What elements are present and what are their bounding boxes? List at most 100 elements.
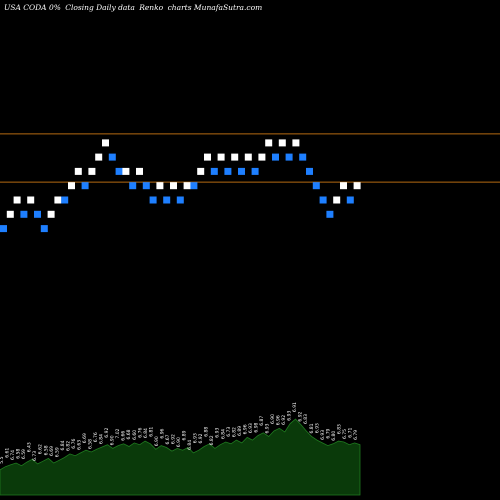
renko-down-brick: [312, 182, 320, 190]
renko-up-brick: [278, 139, 286, 147]
volume-label: 5.5: [0, 456, 5, 463]
renko-down-brick: [115, 167, 123, 175]
volume-label: 6.90: [176, 437, 182, 447]
renko-down-brick: [142, 182, 150, 190]
volume-label: 7.02: [115, 428, 121, 438]
renko-up-brick: [265, 139, 273, 147]
volume-label: 6.73: [226, 427, 232, 437]
renko-up-brick: [340, 182, 347, 190]
volume-label: 6.84: [220, 429, 226, 439]
renko-down-brick: [238, 167, 245, 175]
renko-up-brick: [333, 196, 341, 204]
renko-up-brick: [197, 167, 205, 175]
volume-label: 6.93: [193, 433, 199, 443]
renko-up-brick: [6, 210, 14, 218]
renko-up-brick: [47, 210, 55, 218]
volume-label: 6.59: [54, 447, 60, 457]
renko-down-brick: [20, 210, 28, 218]
volume-label: 6.93: [215, 428, 221, 438]
renko-down-brick: [326, 210, 334, 218]
volume-label: 6.92: [198, 433, 204, 443]
volume-label: 6.81: [148, 427, 154, 437]
volume-label: 6.80: [331, 431, 337, 441]
renko-down-brick: [190, 182, 198, 190]
renko-down-brick: [61, 196, 69, 204]
volume-label: 6.88: [204, 427, 210, 437]
renko-up-brick: [122, 167, 130, 175]
renko-down-brick: [176, 196, 184, 204]
renko-up-brick: [292, 139, 300, 147]
volume-label: 6.79: [325, 428, 331, 438]
volume-label: 6.66: [121, 431, 127, 441]
renko-up-brick: [170, 182, 177, 190]
volume-label: 6.73: [32, 451, 38, 461]
volume-label: 6.93: [314, 423, 320, 433]
volume-label: 6.93: [265, 423, 271, 433]
renko-up-brick: [183, 182, 191, 190]
volume-label: 6.79: [353, 430, 359, 440]
volume-label: 6.93: [248, 423, 254, 433]
chart-style-label: Renko: [139, 3, 164, 12]
renko-up-brick: [244, 153, 252, 161]
volume-label: 6.93: [287, 411, 293, 421]
renko-up-brick: [27, 196, 35, 204]
renko-up-brick: [258, 153, 266, 161]
volume-label: 6.71: [348, 428, 354, 438]
volume-label: 6.84: [143, 428, 149, 438]
renko-down-brick: [285, 153, 293, 161]
volume-label: 6.63: [76, 440, 82, 450]
volume-label: 6.82: [231, 427, 237, 437]
volume-label: 6.96: [276, 415, 282, 425]
renko-down-brick: [0, 225, 7, 233]
volume-label: 6.84: [187, 440, 193, 450]
ticker-title: USA CODA 0%: [4, 3, 61, 12]
volume-label: 6.92: [171, 434, 177, 444]
renko-up-brick: [102, 139, 109, 147]
renko-down-brick: [272, 153, 279, 161]
renko-down-brick: [129, 182, 137, 190]
volume-label: 6.75: [342, 429, 348, 439]
volume-label: 6.89: [182, 430, 188, 440]
renko-up-brick: [88, 167, 96, 175]
renko-down-brick: [210, 167, 218, 175]
volume-label: 6.76: [71, 439, 77, 449]
volume-label: 6.69: [49, 446, 55, 456]
renko-down-brick: [346, 196, 354, 204]
renko-up-brick: [353, 182, 361, 190]
renko-down-brick: [40, 225, 48, 233]
volume-label: 6.91: [292, 402, 298, 412]
volume-label: 6.43: [27, 442, 33, 452]
volume-label: 6.84: [60, 440, 66, 450]
volume-label: 6.92: [298, 411, 304, 421]
renko-up-brick: [217, 153, 225, 161]
volume-label: 6.96: [242, 424, 248, 434]
volume-label: 6.76: [93, 432, 99, 442]
renko-down-brick: [163, 196, 171, 204]
volume-label: 6.83: [303, 414, 309, 424]
renko-down-brick: [251, 167, 259, 175]
volume-label: 6.90: [154, 436, 160, 446]
renko-up-brick: [74, 167, 82, 175]
volume-label: 6.83: [336, 424, 342, 434]
volume-label: 6.59: [21, 449, 27, 459]
renko-up-brick: [156, 182, 164, 190]
renko-down-brick: [149, 196, 157, 204]
renko-up-brick: [95, 153, 103, 161]
volume-label: 6.82: [209, 435, 215, 445]
source-label: charts MunafaSutra.com: [167, 3, 263, 12]
volume-label: 6.76: [137, 428, 143, 438]
volume-label: 6.67: [165, 434, 171, 444]
renko-up-brick: [13, 196, 21, 204]
volume-area: [0, 418, 361, 496]
renko-down-brick: [34, 210, 41, 218]
volume-label: 6.68: [126, 429, 132, 439]
renko-down-brick: [306, 167, 313, 175]
chart-header: USA CODA 0% Closing Daily data Renko cha…: [4, 3, 496, 12]
volume-label: 6.90: [110, 435, 116, 445]
volume-label: 6.98: [253, 422, 259, 432]
renko-down-brick: [319, 196, 327, 204]
volume-label: 6.84: [99, 434, 105, 444]
chart-kind-label: Closing Daily data: [65, 3, 135, 12]
renko-down-brick: [299, 153, 307, 161]
